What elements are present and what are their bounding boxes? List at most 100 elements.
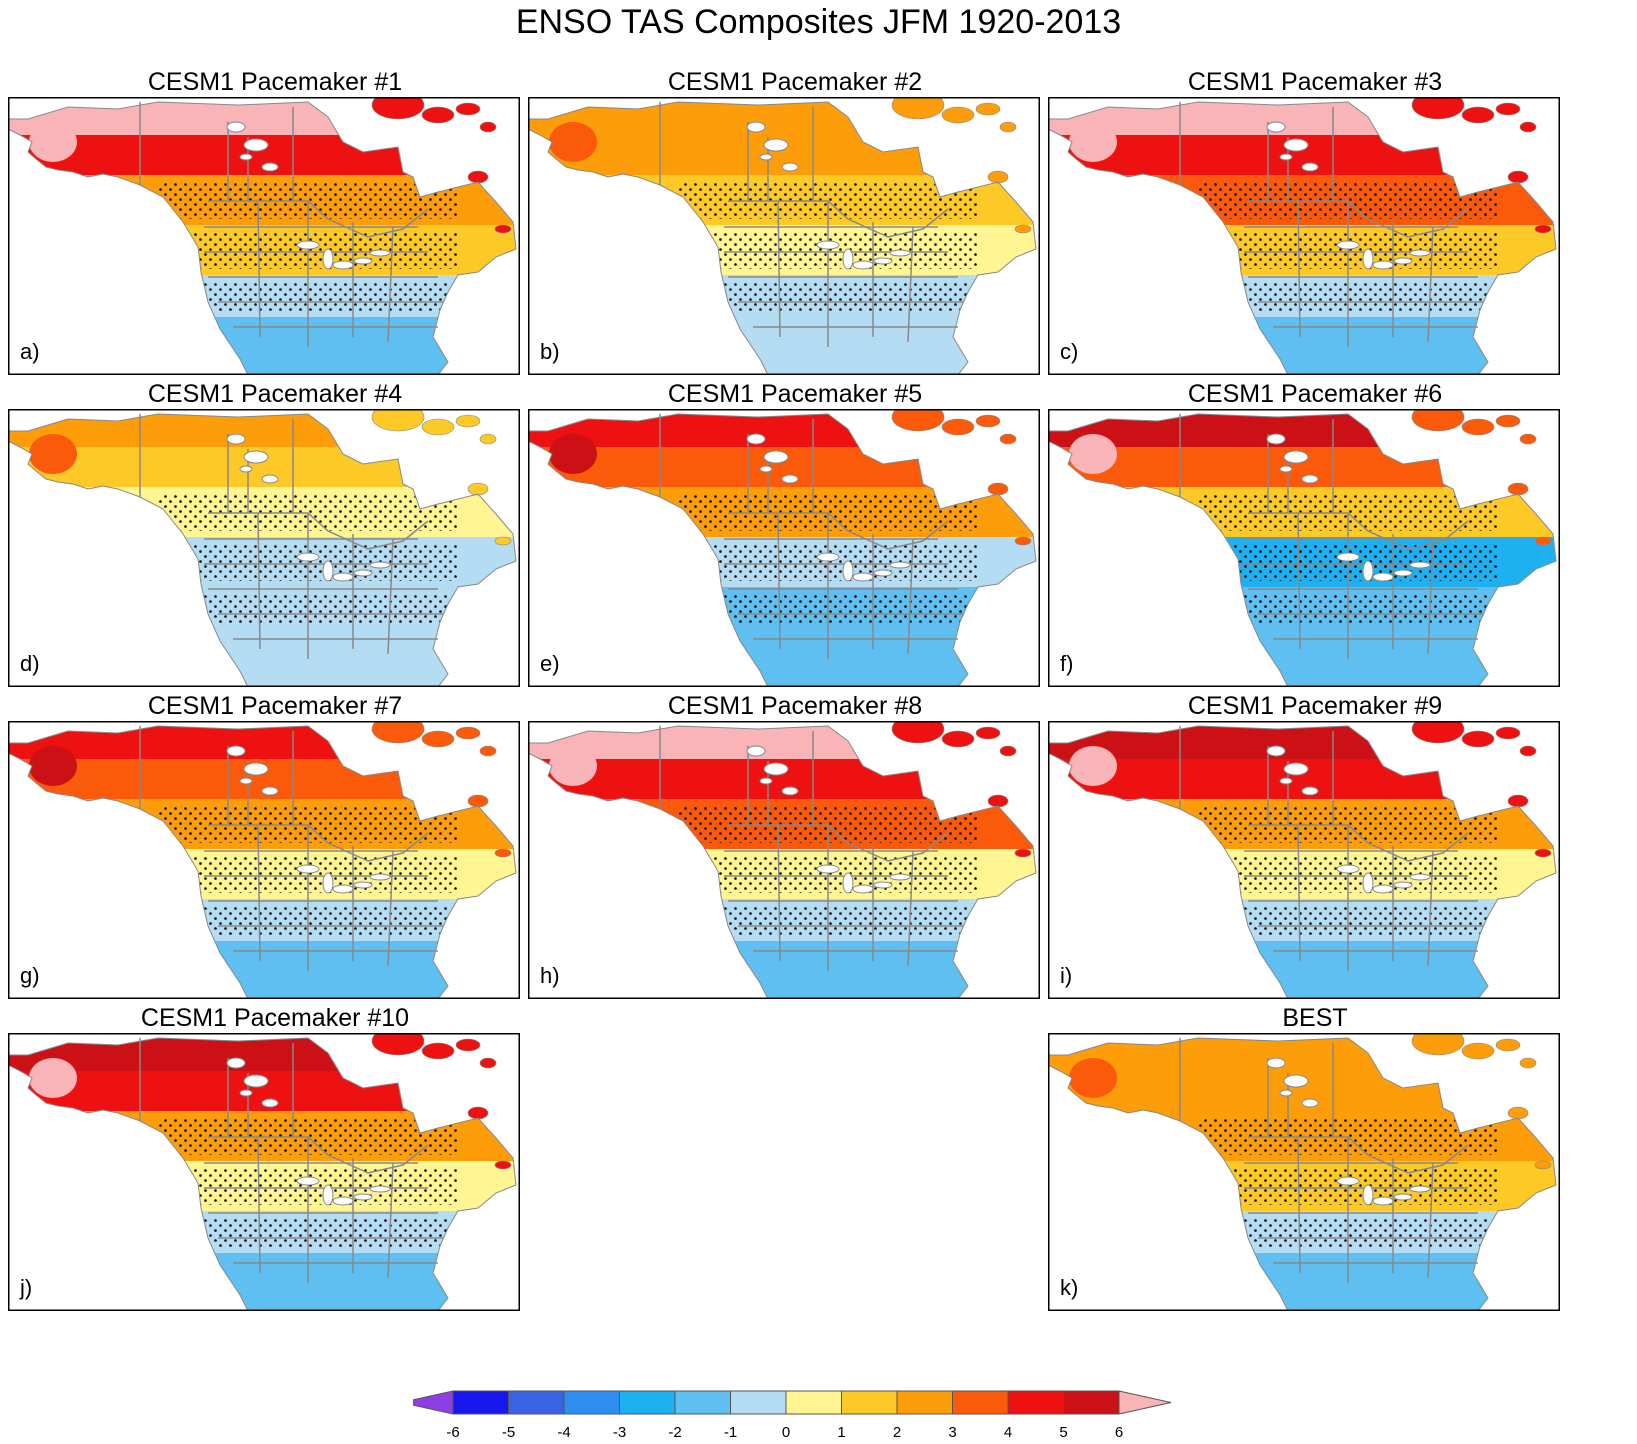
lake — [1362, 1184, 1374, 1206]
lake — [1393, 257, 1413, 265]
panel-label: d) — [20, 651, 40, 676]
panel-title: CESM1 Pacemaker #1 — [147, 68, 403, 96]
lake — [353, 881, 373, 889]
lake — [1409, 873, 1431, 881]
colorbar-tick-label: 4 — [1004, 1424, 1012, 1441]
state-lines — [257, 1136, 394, 1283]
lake — [369, 561, 391, 569]
island — [421, 1042, 455, 1060]
lake — [746, 121, 766, 133]
island — [1014, 848, 1032, 858]
alaska-core — [549, 122, 597, 162]
panel-label: g) — [20, 963, 40, 988]
island — [941, 418, 975, 436]
panel-label: i) — [1060, 963, 1072, 988]
political-borders — [1179, 1038, 1483, 1283]
us-canada-border — [1248, 1136, 1469, 1174]
colorbar-tick-label: 0 — [782, 1424, 790, 1441]
island — [987, 794, 1009, 808]
panel-title: CESM1 Pacemaker #4 — [147, 380, 403, 408]
lake — [1393, 881, 1413, 889]
state-lines — [1297, 200, 1434, 347]
panel-label: a) — [20, 339, 40, 364]
panel-label: f) — [1060, 651, 1073, 676]
lake — [332, 884, 354, 894]
lake — [816, 552, 840, 562]
lake — [889, 873, 911, 881]
island — [479, 745, 497, 757]
map-panel: CESM1 Pacemaker #4 d) — [8, 379, 542, 687]
lake — [239, 1089, 253, 1097]
island — [1461, 418, 1495, 436]
island — [1507, 482, 1529, 496]
lake — [261, 162, 279, 172]
political-borders — [1179, 414, 1483, 659]
us-canada-border — [1248, 512, 1469, 550]
lake — [243, 450, 269, 464]
map-plot: f) — [1048, 409, 1560, 687]
colorbar-segment — [896, 1390, 953, 1415]
panel-label: b) — [540, 339, 560, 364]
lake — [1336, 1176, 1360, 1186]
state-lines — [1244, 850, 1483, 952]
island — [467, 170, 489, 184]
island — [1411, 409, 1465, 432]
island — [371, 721, 425, 744]
map-frame — [1048, 97, 1560, 375]
island — [987, 482, 1009, 496]
map-panel: CESM1 Pacemaker #1 a) — [8, 67, 542, 375]
lake — [1336, 864, 1360, 874]
colorbar-tick-label: 6 — [1115, 1424, 1123, 1441]
lake — [781, 474, 799, 484]
us-canada-border — [1248, 200, 1469, 238]
state-lines — [257, 200, 394, 347]
lake — [261, 1098, 279, 1108]
panel-label: k) — [1060, 1275, 1078, 1300]
colorbar-segment — [674, 1390, 731, 1415]
island — [1411, 721, 1465, 744]
island — [1495, 414, 1521, 428]
panel-title: CESM1 Pacemaker #6 — [1187, 380, 1443, 408]
map-frame — [8, 409, 520, 687]
island — [1014, 224, 1032, 234]
political-borders — [139, 414, 443, 659]
colorbar-tick-label: -1 — [724, 1424, 737, 1441]
alaska-core — [29, 434, 77, 474]
us-canada-border — [1248, 824, 1469, 862]
map-frame — [8, 1033, 520, 1311]
map-frame — [528, 409, 1040, 687]
lake — [852, 572, 874, 582]
state-lines — [777, 824, 914, 971]
island — [1411, 1033, 1465, 1056]
colorbar-tick-label: 3 — [948, 1424, 956, 1441]
lake — [1362, 872, 1374, 894]
map-frame — [8, 721, 520, 999]
lake — [226, 745, 246, 757]
map-plot: e) — [528, 409, 1040, 687]
colorbar-segment — [508, 1390, 565, 1415]
lake — [816, 240, 840, 250]
alaska-core — [29, 122, 77, 162]
lake — [322, 560, 334, 582]
political-borders — [139, 102, 443, 347]
island — [421, 730, 455, 748]
island — [494, 848, 512, 858]
panel-label: e) — [540, 651, 560, 676]
lake — [1301, 1098, 1319, 1108]
lake — [1283, 138, 1309, 152]
lake — [873, 881, 893, 889]
map-plot: j) — [8, 1033, 520, 1311]
island — [1495, 102, 1521, 116]
island — [1495, 1038, 1521, 1052]
state-lines — [724, 226, 963, 328]
lake — [873, 569, 893, 577]
map-frame — [1048, 1033, 1560, 1311]
colorbar-segment — [452, 1390, 509, 1415]
map-panel: CESM1 Pacemaker #6 f) — [1048, 379, 1582, 687]
colorbar-arrow-low — [413, 1390, 454, 1415]
map-plot: k) — [1048, 1033, 1560, 1311]
island — [975, 726, 1001, 740]
panel-title: CESM1 Pacemaker #9 — [1187, 692, 1443, 720]
island — [421, 418, 455, 436]
colorbar-tick-label: -4 — [557, 1424, 570, 1441]
